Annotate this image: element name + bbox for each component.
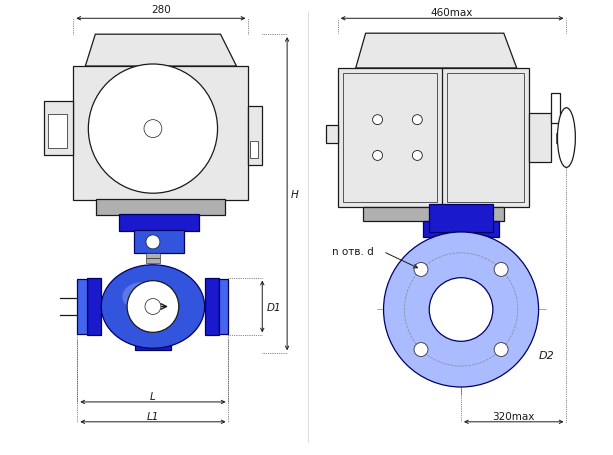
Circle shape	[413, 116, 422, 125]
Bar	[338, 69, 528, 207]
Circle shape	[88, 65, 218, 194]
Polygon shape	[85, 35, 237, 67]
Circle shape	[494, 263, 508, 277]
Bar	[135, 339, 171, 350]
Bar	[528, 113, 550, 163]
Text: D1: D1	[266, 302, 281, 312]
Bar	[87, 278, 101, 336]
Bar	[449, 242, 473, 249]
Polygon shape	[356, 34, 517, 69]
Bar	[205, 278, 219, 336]
Circle shape	[414, 263, 428, 277]
Bar	[557, 133, 566, 143]
Text: 460max: 460max	[431, 8, 473, 18]
Text: 320max: 320max	[492, 411, 535, 421]
Bar	[363, 207, 504, 222]
Circle shape	[494, 343, 508, 357]
Circle shape	[373, 151, 383, 161]
Bar	[326, 125, 338, 143]
Text: 280: 280	[151, 5, 171, 15]
Circle shape	[146, 235, 160, 249]
Text: H: H	[291, 189, 299, 199]
Bar	[74, 67, 248, 201]
Text: n отв. d: n отв. d	[332, 246, 373, 256]
Ellipse shape	[123, 283, 164, 312]
Circle shape	[127, 281, 179, 333]
Text: L1: L1	[147, 411, 159, 421]
Bar	[250, 141, 258, 159]
Bar	[119, 215, 199, 232]
Text: L: L	[150, 391, 156, 401]
Circle shape	[373, 116, 383, 125]
Bar	[146, 253, 160, 258]
Bar	[433, 237, 489, 256]
Circle shape	[413, 151, 422, 161]
Bar	[424, 222, 499, 238]
Circle shape	[384, 233, 539, 387]
Bar	[343, 74, 437, 203]
Circle shape	[145, 299, 161, 315]
Circle shape	[144, 121, 162, 138]
Bar	[146, 258, 160, 263]
Bar	[429, 205, 493, 233]
Text: D2: D2	[538, 350, 554, 360]
Bar	[248, 106, 262, 166]
Circle shape	[414, 343, 428, 357]
Bar	[48, 115, 67, 149]
Circle shape	[429, 278, 493, 342]
Bar	[447, 74, 524, 203]
Bar	[550, 94, 560, 123]
Bar	[134, 231, 184, 253]
Bar	[96, 200, 226, 216]
Bar	[219, 279, 229, 334]
Ellipse shape	[101, 265, 205, 349]
Ellipse shape	[557, 108, 576, 168]
Bar	[44, 101, 74, 156]
Bar	[77, 279, 87, 334]
